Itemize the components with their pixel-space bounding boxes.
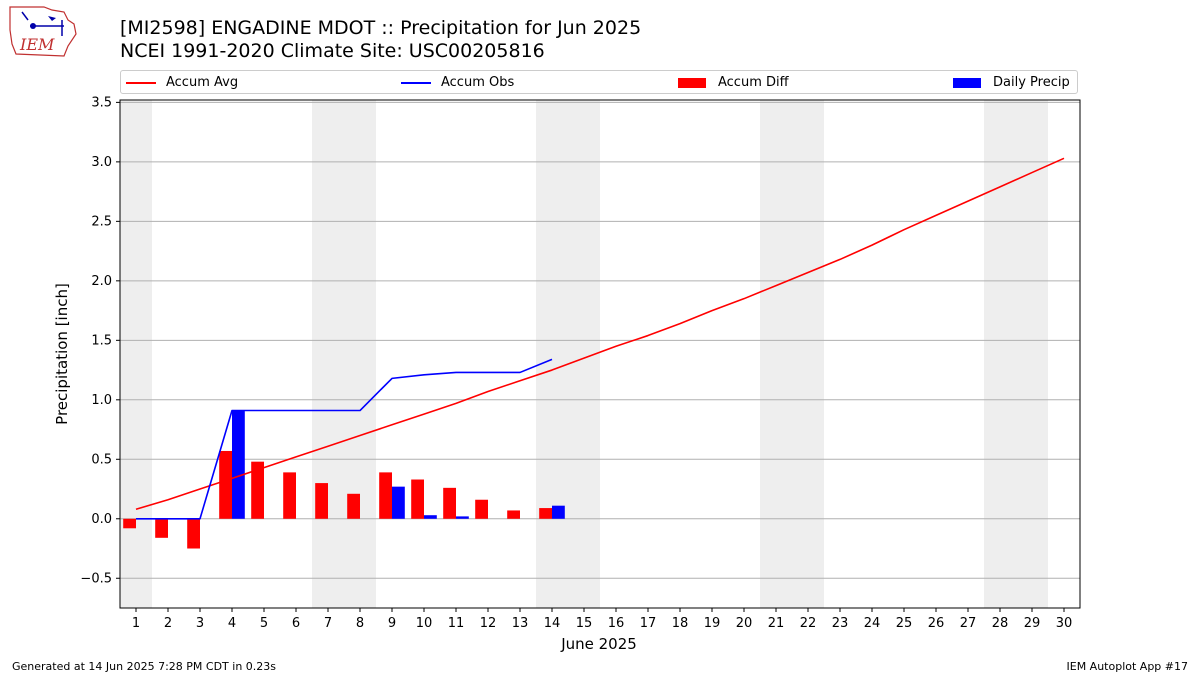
legend-swatch-accum-obs [401,82,431,84]
y-tick-label: 1.5 [91,333,112,348]
accum-diff-bar [283,472,296,519]
y-tick-label: 3.5 [91,95,112,110]
accum-diff-bar [347,493,360,519]
daily-precip-bar [424,515,437,519]
weekend-band-3 [536,100,600,608]
x-tick-label: 30 [1056,616,1073,631]
weekend-band-5 [984,100,1048,608]
accum-diff-bar [411,479,424,519]
legend-swatch-daily-precip [953,78,981,88]
x-tick-label: 14 [544,616,561,631]
legend-swatch-accum-diff [678,78,706,88]
weekend-band-1 [120,100,152,608]
series-lines [135,157,1065,520]
accum-diff-bar [187,518,200,549]
accum-diff-bar [155,518,168,538]
x-axis-ticks: 1 2 3 4 5 6 7 8 9 10 11 12 13 14 15 16 17 18 19 20 21 22 23 24 2… [132,608,1072,631]
x-tick-label: 21 [768,616,785,631]
x-tick-label: 16 [608,616,625,631]
y-tick-label: −0.5 [80,571,112,586]
daily-precip-bar [392,486,405,519]
accum-diff-bar [379,472,392,519]
x-tick-label: 3 [196,616,204,631]
accum-diff-bar [475,499,488,519]
legend-label-accum-obs: Accum Obs [441,75,515,90]
accum-avg-line [135,157,1065,511]
x-tick-label: 5 [260,616,268,631]
y-axis-label: Precipitation [inch] [53,283,71,425]
x-tick-label: 26 [928,616,945,631]
grid-lines [120,101,1080,579]
chart-subtitle: NCEI 1991-2020 Climate Site: USC00205816 [120,40,545,62]
plot-frame [119,99,1081,609]
y-axis-ticks: −0.5 0.0 0.5 1.0 1.5 2.0 2.5 3.0 3.5 [80,95,120,586]
daily-precip-bar [456,516,469,519]
x-tick-label: 1 [132,616,140,631]
x-axis-label-wrap: June 2025 [0,635,1200,653]
accum-diff-bar [507,510,520,519]
x-tick-label: 12 [480,616,497,631]
x-tick-label: 23 [832,616,849,631]
x-axis-label: June 2025 [561,635,637,653]
x-tick-label: 24 [864,616,881,631]
y-tick-label: 2.5 [91,214,112,229]
legend-label-daily-precip: Daily Precip [993,75,1070,90]
x-tick-label: 28 [992,616,1009,631]
x-tick-label: 10 [416,616,433,631]
x-tick-label: 11 [448,616,465,631]
x-tick-label: 29 [1024,616,1041,631]
legend-swatch-accum-avg [126,82,156,84]
y-tick-label: 0.5 [91,452,112,467]
x-tick-label: 13 [512,616,529,631]
accum-diff-bar [123,518,136,529]
accum-diff-bar [219,450,232,519]
accum-diff-bar [539,508,552,519]
x-tick-label: 17 [640,616,657,631]
x-tick-label: 9 [388,616,396,631]
daily-precip-bar [232,410,245,519]
x-tick-label: 8 [356,616,364,631]
y-tick-label: 0.0 [91,512,112,527]
x-tick-label: 19 [704,616,721,631]
weekend-band-4 [760,100,824,608]
x-tick-label: 18 [672,616,689,631]
iem-logo-graphic: IEM [9,6,77,57]
legend-label-accum-avg: Accum Avg [166,75,239,90]
chart-title: [MI2598] ENGADINE MDOT :: Precipitation … [120,17,642,39]
x-tick-label: 2 [164,616,172,631]
accum-obs-line [136,358,553,520]
x-tick-label: 4 [228,616,236,631]
x-tick-label: 7 [324,616,332,631]
y-tick-label: 2.0 [91,274,112,289]
x-tick-label: 22 [800,616,817,631]
daily-precip-bar [552,505,565,519]
bar-marks [123,410,565,549]
x-tick-label: 15 [576,616,593,631]
app-id-label: IEM Autoplot App #17 [1066,660,1189,673]
y-tick-label: 1.0 [91,393,112,408]
x-tick-label: 6 [292,616,300,631]
x-tick-label: 25 [896,616,913,631]
iem-logo: IEM [6,4,82,60]
logo-text: IEM [19,35,55,54]
x-tick-label: 27 [960,616,977,631]
generated-timestamp: Generated at 14 Jun 2025 7:28 PM CDT in … [12,660,277,673]
accum-diff-bar [443,487,456,519]
weekend-shading [120,100,1048,608]
weekend-band-2 [312,100,376,608]
y-tick-label: 3.0 [91,155,112,170]
accum-diff-bar [251,461,264,519]
legend: Accum Avg Accum Obs Accum Diff Daily Pre… [120,70,1078,94]
legend-label-accum-diff: Accum Diff [718,75,789,90]
accum-diff-bar [315,483,328,519]
x-tick-label: 20 [736,616,753,631]
